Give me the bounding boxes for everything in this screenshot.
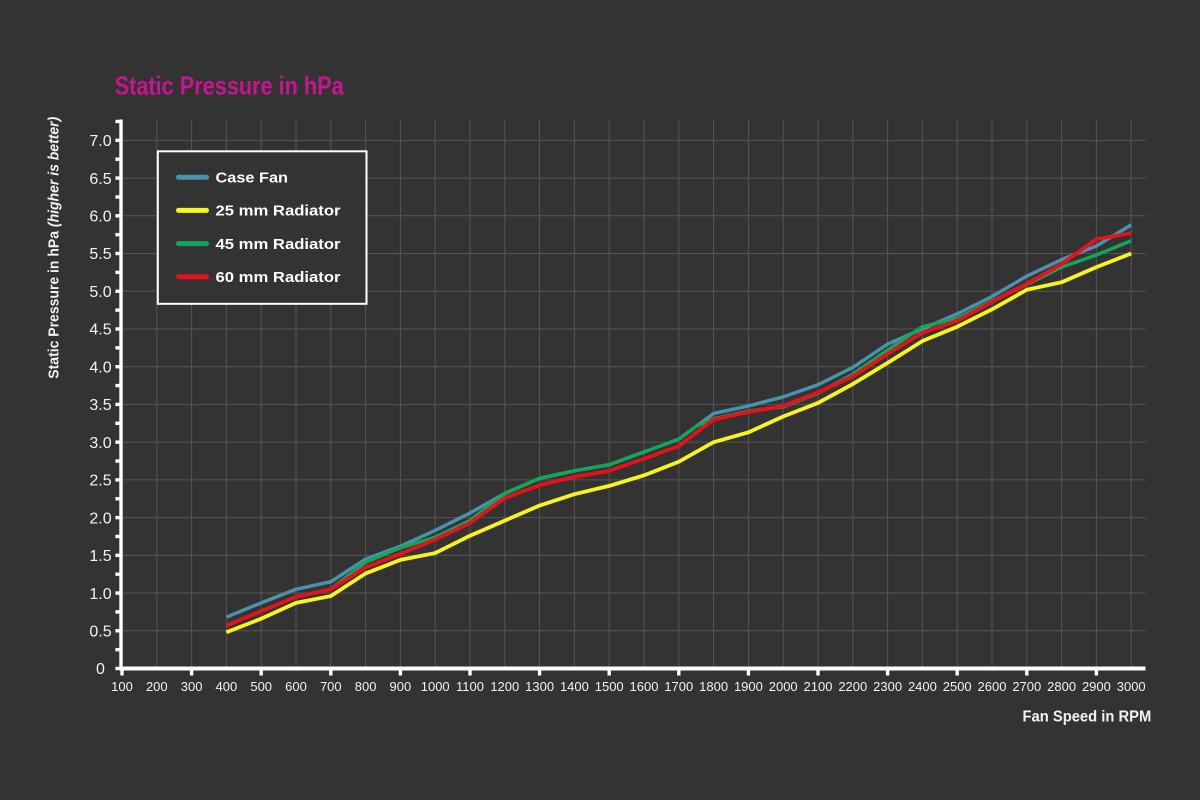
svg-text:1800: 1800	[699, 679, 728, 694]
svg-text:1.0: 1.0	[89, 586, 111, 603]
svg-text:2000: 2000	[769, 679, 798, 694]
svg-text:900: 900	[390, 679, 412, 694]
svg-text:2400: 2400	[908, 679, 937, 694]
svg-text:1.5: 1.5	[89, 548, 111, 565]
svg-text:25 mm Radiator: 25 mm Radiator	[216, 204, 342, 220]
svg-text:45 mm Radiator: 45 mm Radiator	[216, 237, 342, 253]
svg-text:300: 300	[181, 679, 203, 694]
svg-text:4.5: 4.5	[89, 322, 111, 339]
svg-text:1700: 1700	[664, 679, 693, 694]
svg-text:1400: 1400	[560, 679, 589, 694]
svg-text:1100: 1100	[456, 679, 484, 694]
svg-text:1900: 1900	[734, 679, 763, 694]
svg-text:1000: 1000	[421, 679, 450, 694]
svg-text:100: 100	[111, 679, 133, 694]
svg-text:3000: 3000	[1117, 679, 1146, 694]
svg-text:6.0: 6.0	[89, 209, 111, 226]
svg-text:200: 200	[146, 679, 168, 694]
svg-text:2.0: 2.0	[89, 510, 111, 527]
svg-text:1200: 1200	[490, 679, 519, 694]
svg-text:2100: 2100	[804, 679, 833, 694]
svg-text:600: 600	[285, 679, 307, 694]
svg-text:3.0: 3.0	[89, 435, 111, 452]
svg-text:6.5: 6.5	[89, 171, 111, 188]
svg-text:4.0: 4.0	[89, 359, 111, 376]
svg-text:2600: 2600	[978, 679, 1007, 694]
svg-text:Static Pressure in hPa: Static Pressure in hPa	[115, 70, 344, 100]
svg-text:400: 400	[216, 679, 238, 694]
svg-text:1500: 1500	[595, 679, 624, 694]
svg-text:1600: 1600	[630, 679, 659, 694]
svg-text:800: 800	[355, 679, 377, 694]
svg-text:2900: 2900	[1082, 679, 1111, 694]
svg-text:5.0: 5.0	[89, 284, 111, 301]
svg-text:0: 0	[96, 661, 105, 678]
svg-text:2200: 2200	[838, 679, 867, 694]
svg-text:2500: 2500	[943, 679, 972, 694]
svg-text:700: 700	[320, 679, 342, 694]
svg-text:2700: 2700	[1012, 679, 1041, 694]
svg-text:2.5: 2.5	[89, 473, 111, 490]
svg-text:2800: 2800	[1047, 679, 1076, 694]
svg-text:Static Pressure in hPa (higher: Static Pressure in hPa (higher is better…	[45, 117, 62, 379]
svg-text:5.5: 5.5	[89, 246, 111, 263]
svg-text:1300: 1300	[525, 679, 554, 694]
svg-text:0.5: 0.5	[89, 623, 111, 640]
svg-text:2300: 2300	[873, 679, 902, 694]
svg-text:Case Fan: Case Fan	[216, 171, 289, 187]
svg-text:3.5: 3.5	[89, 397, 111, 414]
svg-text:60 mm Radiator: 60 mm Radiator	[216, 270, 342, 286]
svg-text:7.0: 7.0	[89, 133, 111, 150]
svg-text:500: 500	[250, 679, 272, 694]
svg-text:Fan Speed in RPM: Fan Speed in RPM	[1023, 709, 1152, 726]
